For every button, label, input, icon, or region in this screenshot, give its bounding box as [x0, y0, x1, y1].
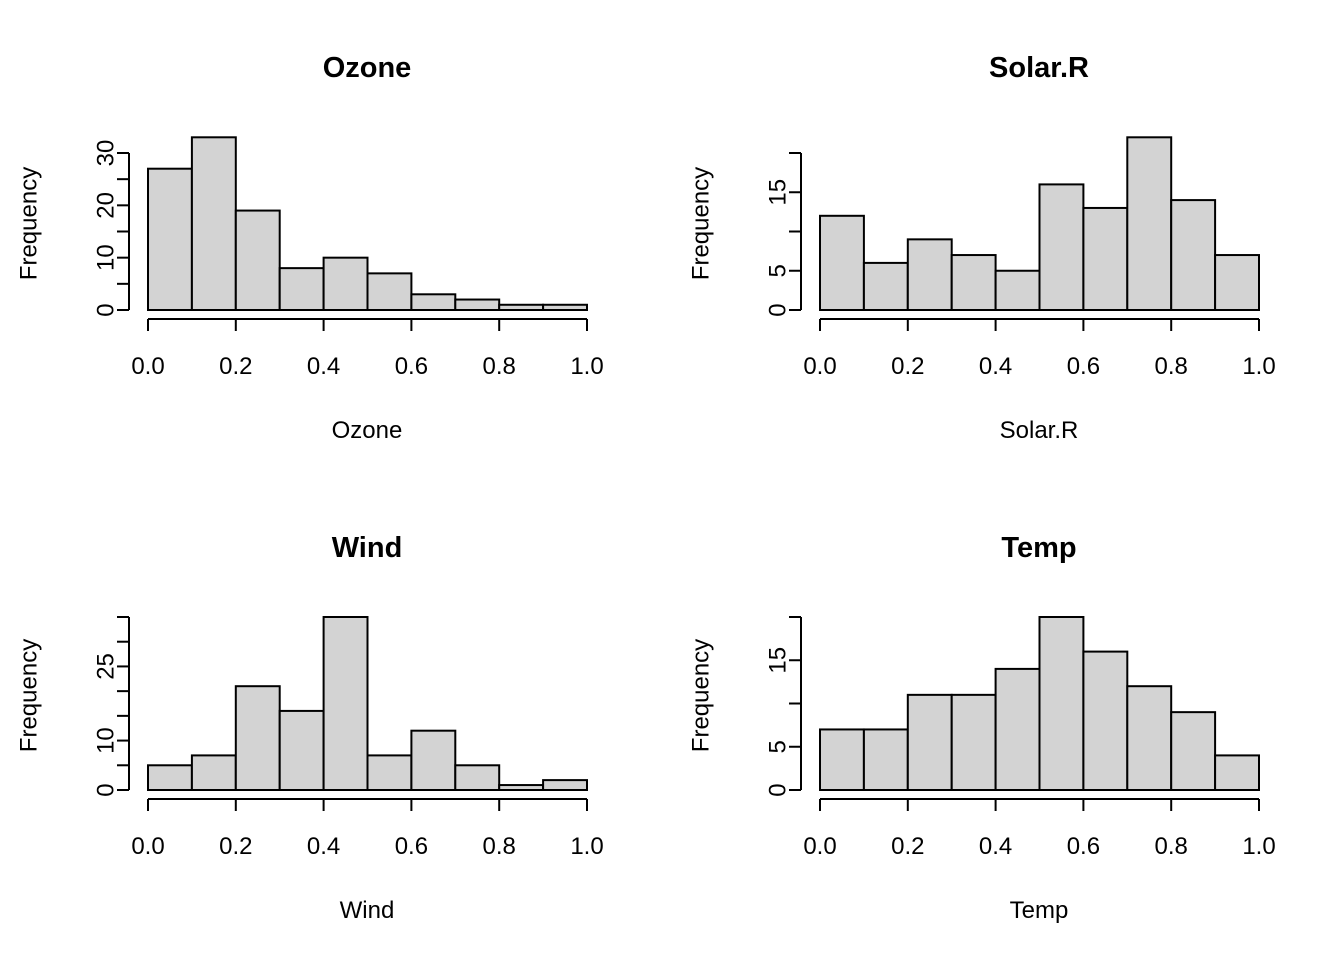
x-tick-label: 0.0 [803, 353, 836, 380]
y-tick-label: 20 [92, 192, 119, 219]
histogram-bar [542, 779, 588, 791]
x-tick-label: 0.4 [307, 833, 340, 860]
x-tick-label: 0.8 [1155, 353, 1188, 380]
panel-title: Temp [1001, 532, 1076, 564]
x-tick-label: 0.4 [979, 353, 1012, 380]
histogram-bar [950, 254, 997, 312]
x-tick-label: 0.6 [1067, 833, 1100, 860]
y-tick-label: 5 [764, 740, 791, 753]
x-tick-label: 1.0 [570, 833, 603, 860]
histogram-bar [862, 261, 909, 311]
histogram-bar [278, 267, 325, 311]
x-tick-label: 1.0 [1242, 833, 1275, 860]
histogram-bar [322, 256, 369, 311]
y-tick-label: 10 [92, 727, 119, 754]
x-tick-label: 0.2 [219, 353, 252, 380]
x-tick-label: 0.8 [483, 353, 516, 380]
x-tick-label: 0.2 [219, 833, 252, 860]
y-tick-label: 0 [764, 783, 791, 796]
histogram-bar [278, 709, 325, 792]
histogram-bar [366, 272, 413, 312]
histogram-bar [366, 754, 413, 792]
panel-title: Ozone [323, 52, 412, 84]
x-tick-label: 0.2 [891, 833, 924, 860]
x-tick-label: 0.0 [131, 353, 164, 380]
histogram-bar [190, 136, 237, 311]
histogram-bar [1126, 136, 1173, 311]
histogram-bar [819, 728, 865, 792]
histogram-panel-1: Ozone 0.0 0.2 0.4 0.6 0.8 1.0 Ozone 0 10 20 30 Frequ… [15, 52, 603, 444]
histogram-bar [322, 616, 369, 791]
histogram-bar [542, 303, 588, 311]
histogram-bar [234, 685, 281, 792]
y-axis-label: Frequency [687, 639, 714, 752]
histogram-bar [1214, 754, 1260, 792]
y-axis-label: Frequency [15, 639, 42, 752]
histogram-bar [994, 667, 1041, 792]
histogram-bar [498, 303, 545, 311]
x-tick-label: 0.0 [131, 833, 164, 860]
x-tick-label: 0.8 [483, 833, 516, 860]
y-tick-label: 0 [764, 303, 791, 316]
histogram-bar [1082, 650, 1129, 791]
x-axis-label: Wind [340, 897, 395, 924]
x-tick-label: 0.6 [1067, 353, 1100, 380]
histogram-bar [906, 238, 953, 312]
histogram-bar [1126, 685, 1173, 792]
histogram-bar [410, 729, 457, 792]
x-tick-label: 0.8 [1155, 833, 1188, 860]
x-tick-label: 0.4 [979, 833, 1012, 860]
histogram-bar [1170, 711, 1217, 792]
histogram-panel-4: Temp 0.0 0.2 0.4 0.6 0.8 1.0 Temp 0 5 15 Frequency [687, 532, 1275, 924]
x-axis-label: Temp [1010, 897, 1069, 924]
histogram-bar [1038, 616, 1085, 791]
x-tick-label: 0.6 [395, 353, 428, 380]
histogram-bar [906, 693, 953, 791]
histogram-bar [454, 298, 501, 311]
histogram-panel-3: Wind 0.0 0.2 0.4 0.6 0.8 1.0 Wind 0 10 25 Frequency [15, 532, 603, 924]
y-tick-label: 25 [92, 653, 119, 680]
y-axis-label: Frequency [15, 167, 42, 280]
histogram-bar [819, 214, 865, 311]
histogram-bar [994, 269, 1041, 311]
y-tick-label: 15 [764, 179, 791, 206]
y-tick-label: 30 [92, 140, 119, 167]
histogram-panel-2: Solar.R 0.0 0.2 0.4 0.6 0.8 1.0 Solar.R 0 5 15 Freq… [687, 52, 1275, 444]
y-tick-label: 0 [92, 303, 119, 316]
x-axis-label: Ozone [332, 417, 403, 444]
panel-title: Wind [332, 532, 403, 564]
histogram-bar [147, 167, 193, 311]
y-tick-label: 15 [764, 647, 791, 674]
x-axis-label: Solar.R [1000, 417, 1079, 444]
x-tick-label: 0.2 [891, 353, 924, 380]
y-tick-label: 5 [764, 264, 791, 277]
histogram-bar [234, 209, 281, 311]
x-tick-label: 1.0 [570, 353, 603, 380]
histogram-bar [1170, 199, 1217, 312]
histogram-bar [147, 764, 193, 791]
y-tick-label: 0 [92, 783, 119, 796]
x-tick-label: 0.6 [395, 833, 428, 860]
histogram-bar [410, 293, 457, 311]
histogram-bar [950, 693, 997, 791]
histogram-bar [190, 754, 237, 792]
y-tick-label: 10 [92, 244, 119, 271]
x-tick-label: 1.0 [1242, 353, 1275, 380]
histogram-bar [1082, 206, 1129, 311]
x-tick-label: 0.0 [803, 833, 836, 860]
histogram-bar [498, 784, 545, 791]
histogram-bar [454, 764, 501, 791]
panel-title: Solar.R [989, 52, 1089, 84]
histogram-bar [1038, 183, 1085, 311]
histogram-bar [1214, 254, 1260, 312]
x-tick-label: 0.4 [307, 353, 340, 380]
histogram-bar [862, 728, 909, 792]
y-axis-label: Frequency [687, 167, 714, 280]
